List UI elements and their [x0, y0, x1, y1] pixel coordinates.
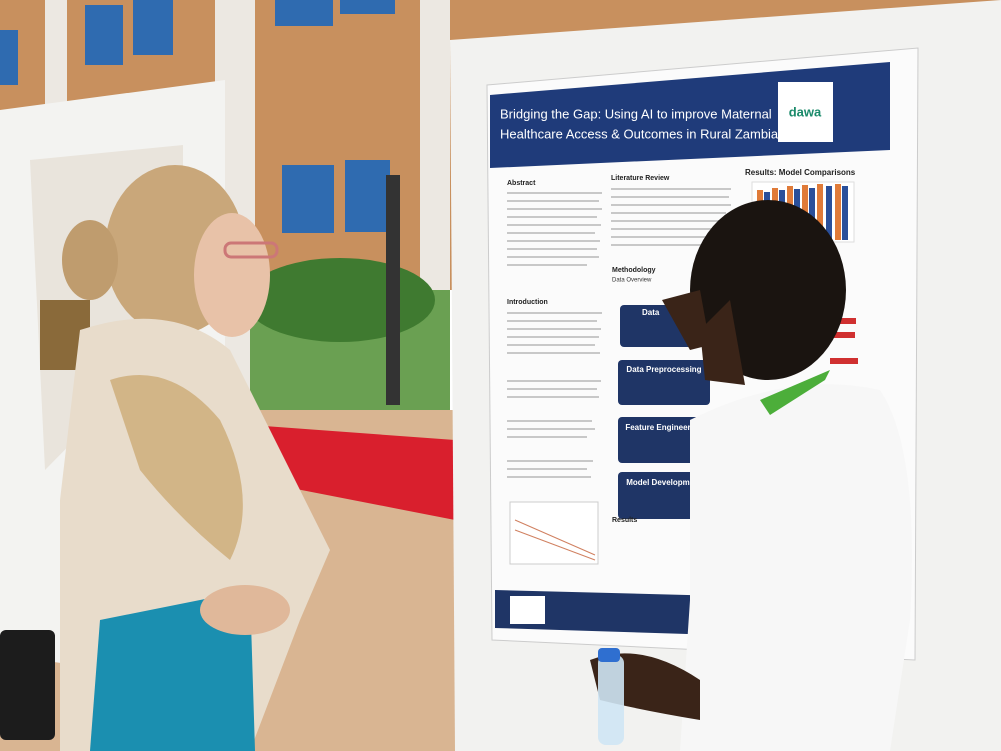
- water-bottle: [598, 655, 624, 745]
- results-plot: [509, 501, 599, 565]
- text-lines: [507, 188, 731, 478]
- footer-logo: [510, 596, 545, 624]
- face: [700, 300, 745, 385]
- window: [85, 5, 123, 65]
- method-label: Model Development: [626, 478, 702, 487]
- window: [133, 0, 173, 55]
- window: [275, 0, 333, 26]
- face: [194, 213, 270, 337]
- method-box: [618, 417, 710, 463]
- method-label: Feature Engineering: [625, 423, 702, 432]
- lamp-post: [386, 175, 400, 405]
- arm-raised: [662, 290, 710, 350]
- teal-skirt: [90, 590, 255, 751]
- logo-text: dawa: [789, 104, 822, 119]
- poster-title: Bridging the Gap: Using AI to improve Ma…: [500, 106, 772, 121]
- bottle-cap: [598, 648, 620, 662]
- bushes: [245, 258, 435, 342]
- pillar: [420, 0, 450, 300]
- lanyard: [760, 370, 830, 415]
- method-box: [618, 360, 710, 405]
- section-heading: Literature Review: [611, 175, 670, 182]
- section-heading: Introduction: [507, 299, 548, 306]
- method-box: [618, 472, 710, 519]
- t-shirt: [680, 384, 912, 751]
- window: [0, 30, 18, 85]
- section-heading: Results: [612, 517, 637, 524]
- window: [345, 160, 390, 232]
- sunglasses: [223, 241, 279, 259]
- plot-lines: [514, 519, 596, 561]
- method-label: Data: [642, 308, 660, 317]
- section-heading: Methodology: [612, 267, 656, 274]
- section-heading: Results: Model Comparisons: [745, 168, 856, 177]
- pillar: [45, 0, 67, 110]
- hair-bun: [62, 220, 118, 300]
- method-label: Data Preprocessing: [626, 365, 701, 374]
- section-heading: Abstract: [507, 180, 536, 187]
- scarf-pattern: [110, 375, 243, 560]
- poster-title: Healthcare Access & Outcomes in Rural Za…: [500, 126, 779, 141]
- red-carpet: [250, 425, 455, 520]
- hands: [200, 585, 290, 635]
- bag: [0, 630, 55, 740]
- logo-box: [778, 82, 833, 142]
- section-subheading: Data Overview: [612, 278, 652, 284]
- chart-bars-2: [825, 318, 858, 364]
- window: [340, 0, 395, 14]
- window: [282, 165, 334, 233]
